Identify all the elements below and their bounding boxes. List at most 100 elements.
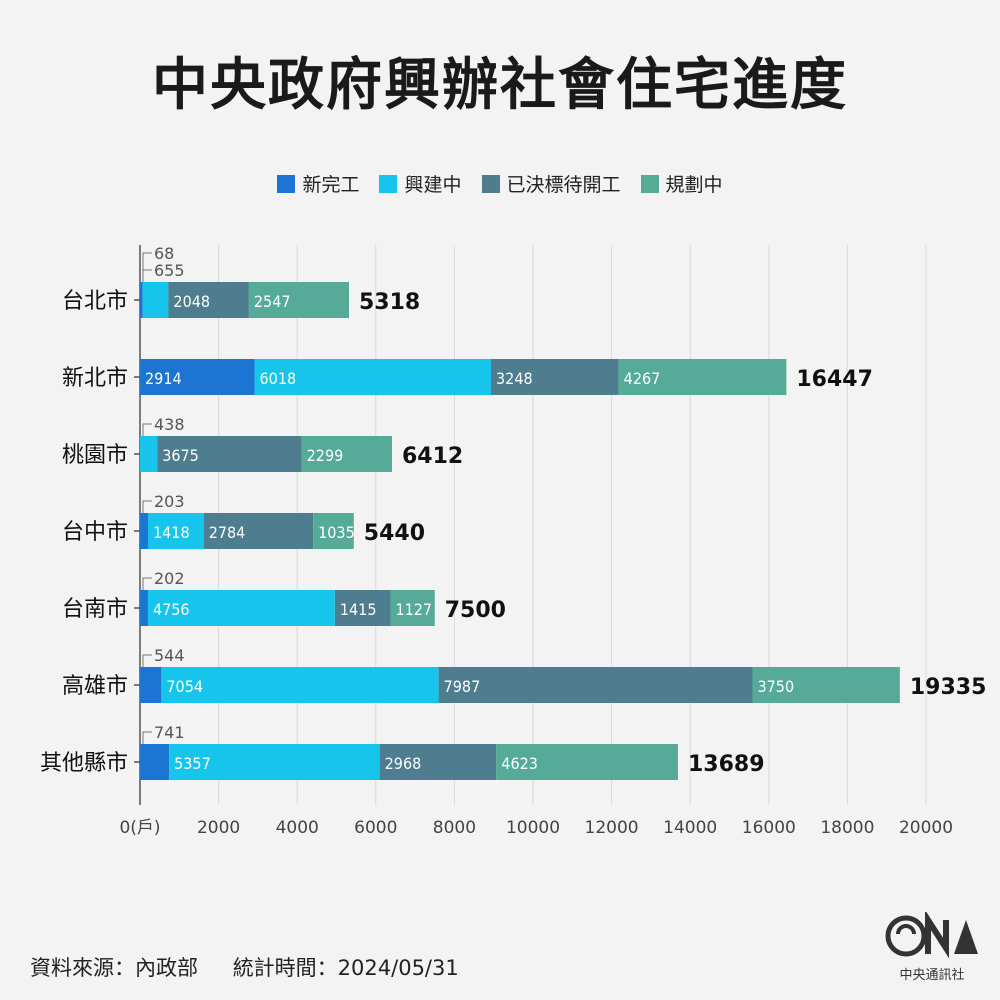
data-label: 2914: [145, 369, 182, 388]
bar-segment: [157, 436, 302, 472]
category-label: 其他縣市: [40, 751, 128, 776]
callout-line: [142, 577, 152, 590]
bar-segment: [140, 359, 255, 395]
x-tick-label: 12000: [585, 818, 639, 838]
bar-segment: [142, 282, 169, 318]
data-label: 544: [154, 646, 185, 665]
data-label: 4756: [153, 600, 190, 619]
bar-segment: [254, 359, 492, 395]
category-label: 台南市: [62, 597, 128, 622]
data-label: 6018: [260, 369, 297, 388]
data-label: 655: [154, 261, 185, 280]
bar-segment: [496, 744, 678, 780]
legend: 新完工 興建中 已決標待開工 規劃中: [0, 170, 1000, 197]
x-tick-label: 4000: [276, 818, 319, 838]
bar-segment: [147, 513, 204, 549]
callout-line: [142, 269, 152, 282]
bar-segment: [168, 282, 249, 318]
bar-segment: [618, 359, 787, 395]
source-note: 資料來源：內政部: [30, 956, 198, 980]
legend-label: 規劃中: [665, 174, 723, 196]
data-label: 2968: [385, 754, 422, 773]
total-label: 6412: [402, 444, 463, 469]
legend-item-1: 興建中: [379, 170, 462, 197]
x-tick-label: 6000: [354, 818, 397, 838]
data-label: 202: [154, 569, 185, 588]
x-tick-label: 18000: [820, 818, 874, 838]
chart-title: 中央政府興辦社會住宅進度: [152, 53, 848, 118]
bar-segment: [140, 744, 170, 780]
cna-logo: 中央通訊社: [882, 909, 982, 983]
legend-label: 已決標待開工: [506, 174, 621, 196]
stat-time-note: 統計時間：2024/05/31: [232, 956, 459, 980]
x-tick-label: 14000: [663, 818, 717, 838]
callout-line: [142, 654, 152, 667]
category-label: 高雄市: [62, 674, 128, 699]
legend-item-2: 已決標待開工: [481, 170, 621, 197]
x-tick-label: 8000: [433, 818, 476, 838]
category-label: 新北市: [62, 366, 128, 391]
bar-segment: [491, 359, 619, 395]
category-label: 桃園市: [62, 443, 128, 468]
legend-item-3: 規劃中: [640, 170, 723, 197]
data-label: 4623: [501, 754, 538, 773]
x-tick-label: 2000: [197, 818, 240, 838]
legend-label: 興建中: [404, 174, 462, 196]
data-label: 2547: [254, 292, 291, 311]
data-label: 3675: [162, 446, 199, 465]
data-label: 1127: [395, 600, 432, 619]
category-label: 台中市: [62, 520, 128, 545]
bar-segment: [248, 282, 349, 318]
bar-segment: [147, 590, 335, 626]
footer: 資料來源：內政部 統計時間：2024/05/31: [30, 952, 487, 982]
bar-segment: [161, 667, 439, 703]
data-label: 1418: [153, 523, 190, 542]
callout-line: [142, 500, 152, 513]
legend-swatch: [277, 174, 296, 193]
data-label: 7987: [444, 677, 481, 696]
data-label: 4267: [624, 369, 661, 388]
total-label: 19335: [910, 675, 987, 700]
bar-segment: [203, 513, 314, 549]
legend-item-0: 新完工: [277, 170, 359, 197]
bar-segment: [140, 667, 162, 703]
data-label: 2784: [209, 523, 246, 542]
data-label: 1415: [340, 600, 377, 619]
bar-segment: [390, 590, 435, 626]
callout-line: [142, 423, 152, 436]
logo-name: 中央通訊社: [899, 968, 965, 983]
x-tick-label: 0(戶): [119, 818, 160, 838]
bar-segment: [313, 513, 354, 549]
bar-segment: [379, 744, 497, 780]
bar-segment: [140, 513, 148, 549]
x-tick-label: 16000: [742, 818, 796, 838]
total-label: 5318: [359, 290, 420, 315]
bar-segment: [169, 744, 380, 780]
callout-line: [142, 252, 152, 282]
x-tick-label: 10000: [506, 818, 560, 838]
category-label: 台北市: [62, 289, 128, 314]
callout-line: [142, 731, 152, 744]
chart: 0(戶) 2000 4000 6000 8000 10000 12000 14000 16000…: [40, 244, 987, 838]
data-label: 3750: [757, 677, 794, 696]
total-label: 5440: [364, 521, 425, 546]
bar-segment: [140, 590, 148, 626]
total-label: 7500: [445, 598, 506, 623]
data-label: 7054: [166, 677, 203, 696]
data-label: 741: [154, 723, 185, 742]
legend-label: 新完工: [302, 174, 360, 196]
bar-segment: [752, 667, 900, 703]
total-label: 13689: [688, 752, 765, 777]
bar-segment: [140, 282, 143, 318]
total-label: 16447: [796, 367, 873, 392]
legend-swatch: [481, 174, 500, 193]
data-label: 1035: [318, 523, 355, 542]
cna-logo-mark: [885, 909, 978, 959]
bar-segment: [438, 667, 753, 703]
legend-swatch: [379, 174, 398, 193]
bar-segment: [334, 590, 391, 626]
data-label: 438: [154, 415, 185, 434]
bar-segment: [301, 436, 392, 472]
x-tick-label: 20000: [899, 818, 953, 838]
data-label: 203: [154, 492, 185, 511]
